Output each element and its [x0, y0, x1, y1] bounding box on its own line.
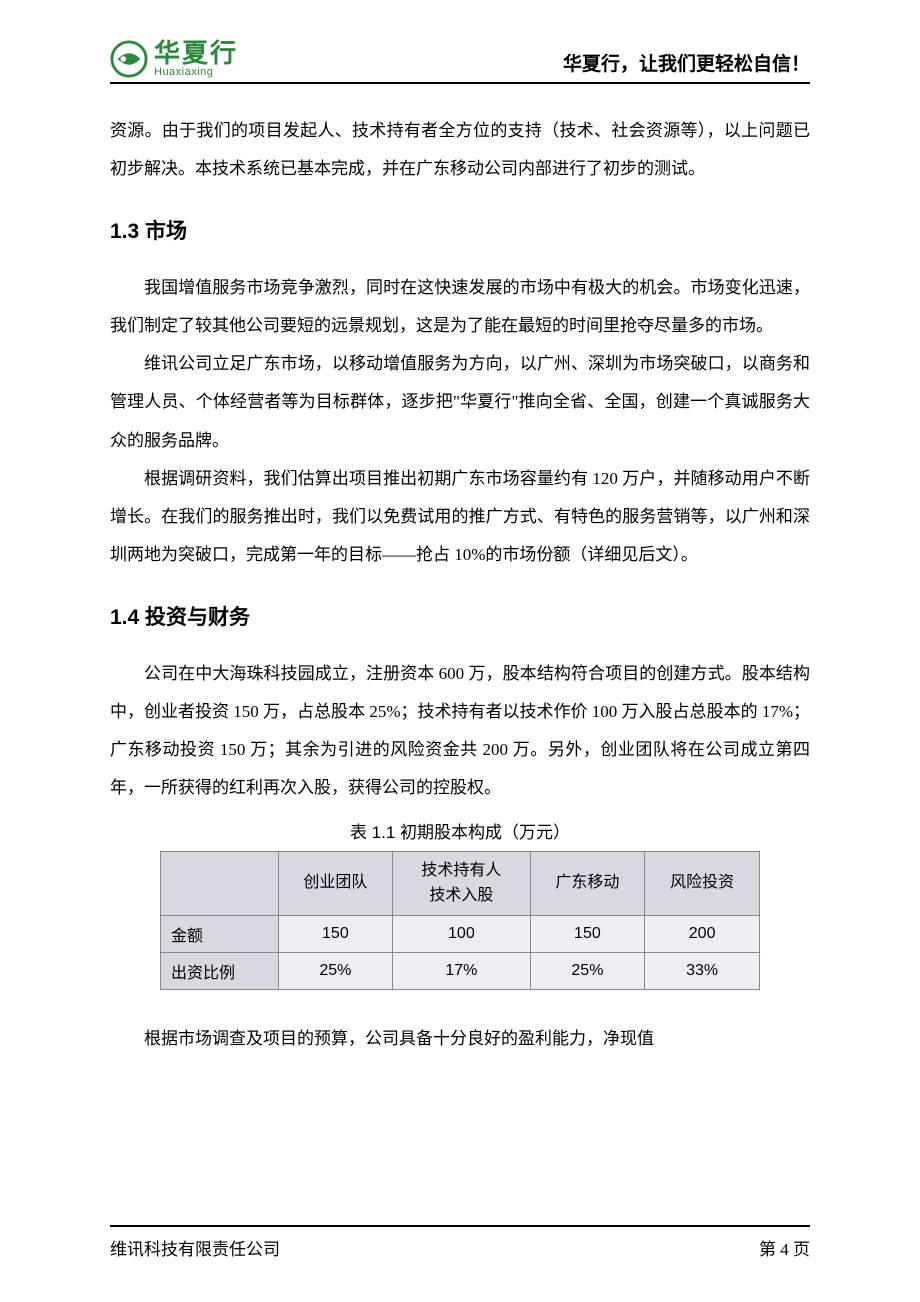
footer-company: 维讯科技有限责任公司	[110, 1235, 280, 1260]
section-1-4-p2: 根据市场调查及项目的预算，公司具备十分良好的盈利能力，净现值	[110, 1020, 810, 1058]
cell: 25%	[278, 952, 393, 989]
section-1-3-p2: 维讯公司立足广东市场，以移动增值服务为方向，以广州、深圳为市场突破口，以商务和管…	[110, 345, 810, 460]
section-1-4-heading: 1.4 投资与财务	[110, 601, 810, 631]
page-footer: 维讯科技有限责任公司 第 4 页	[110, 1225, 810, 1260]
intro-continuation: 资源。由于我们的项目发起人、技术持有者全方位的支持（技术、社会资源等），以上问题…	[110, 112, 810, 189]
header-slogan: 华夏行，让我们更轻松自信！	[563, 49, 810, 78]
table-header-col1: 创业团队	[278, 851, 393, 915]
cell: 150	[278, 915, 393, 952]
cell: 150	[530, 915, 645, 952]
logo: 华夏行 Huaxiaxing	[110, 40, 238, 78]
footer-page: 第 4 页	[759, 1235, 810, 1260]
table-header-col2: 技术持有人 技术入股	[393, 851, 530, 915]
cell: 33%	[645, 952, 760, 989]
table-header-row: 创业团队 技术持有人 技术入股 广东移动 风险投资	[161, 851, 760, 915]
cell: 200	[645, 915, 760, 952]
cell: 100	[393, 915, 530, 952]
table-row: 金额 150 100 150 200	[161, 915, 760, 952]
table-row: 出资比例 25% 17% 25% 33%	[161, 952, 760, 989]
cell: 17%	[393, 952, 530, 989]
document-page: 华夏行 Huaxiaxing 华夏行，让我们更轻松自信！ 资源。由于我们的项目发…	[0, 0, 920, 1302]
table-header-col4: 风险投资	[645, 851, 760, 915]
row-label-amount: 金额	[161, 915, 279, 952]
row-label-ratio: 出资比例	[161, 952, 279, 989]
logo-icon	[110, 40, 148, 78]
section-1-4-p1: 公司在中大海珠科技园成立，注册资本 600 万，股本结构符合项目的创建方式。股本…	[110, 655, 810, 808]
equity-table: 创业团队 技术持有人 技术入股 广东移动 风险投资 金额 150 100 150…	[160, 851, 760, 990]
logo-cn: 华夏行	[154, 41, 238, 67]
section-1-3-p1: 我国增值服务市场竞争激烈，同时在这快速发展的市场中有极大的机会。市场变化迅速，我…	[110, 269, 810, 346]
table-caption: 表 1.1 初期股本构成（万元）	[110, 818, 810, 843]
page-header: 华夏行 Huaxiaxing 华夏行，让我们更轻松自信！	[110, 40, 810, 84]
table-header-col3: 广东移动	[530, 851, 645, 915]
logo-en: Huaxiaxing	[154, 67, 238, 78]
section-1-3-heading: 1.3 市场	[110, 215, 810, 245]
section-1-3-p3: 根据调研资料，我们估算出项目推出初期广东市场容量约有 120 万户，并随移动用户…	[110, 460, 810, 575]
table-header-empty	[161, 851, 279, 915]
cell: 25%	[530, 952, 645, 989]
logo-text: 华夏行 Huaxiaxing	[154, 41, 238, 78]
